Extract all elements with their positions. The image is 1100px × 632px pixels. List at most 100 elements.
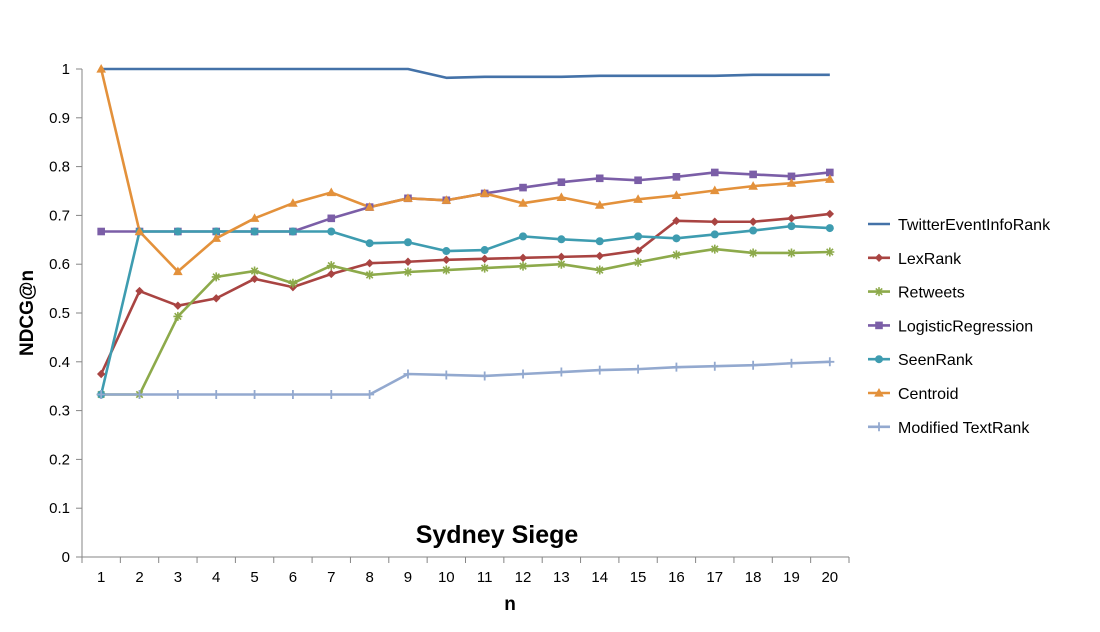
- data-point: [97, 227, 105, 236]
- data-point: [327, 227, 336, 236]
- data-point: [826, 168, 834, 177]
- x-tick-label: 8: [365, 569, 373, 586]
- data-point: [173, 227, 182, 236]
- data-point: [442, 255, 451, 265]
- data-point: [825, 357, 835, 367]
- data-point: [710, 230, 719, 239]
- data-point: [710, 217, 719, 226]
- x-tick-label: 1: [97, 569, 105, 586]
- x-tick-label: 13: [553, 569, 570, 586]
- data-point: [748, 217, 758, 226]
- legend-label: Modified TextRank: [898, 420, 1030, 437]
- data-point: [480, 263, 490, 273]
- data-point: [365, 239, 374, 248]
- data-point: [710, 361, 720, 371]
- data-point: [825, 247, 835, 257]
- data-point: [250, 274, 259, 284]
- data-point: [288, 278, 298, 288]
- x-tick-label: 20: [821, 569, 838, 586]
- y-tick-label: 0.2: [49, 451, 70, 468]
- series-markers: [96, 64, 835, 399]
- legend: TwitterEventInfoRank LexRank Retweets Logis…: [868, 217, 1051, 437]
- x-tick-label: 2: [135, 569, 143, 586]
- data-point: [557, 252, 566, 262]
- x-tick-label: 6: [289, 569, 297, 586]
- chart-axes: [76, 68, 850, 563]
- data-point: [786, 178, 797, 187]
- data-point: [479, 188, 490, 198]
- data-point: [441, 265, 451, 275]
- y-axis-title: NDCG@n: [17, 270, 38, 356]
- data-point: [96, 369, 106, 379]
- data-point: [326, 187, 337, 197]
- data-point: [96, 64, 106, 73]
- y-tick-label: 0.5: [49, 305, 70, 322]
- series-lines: [99, 67, 830, 396]
- data-point: [634, 176, 642, 185]
- series-line-2: [99, 212, 830, 375]
- data-point: [288, 198, 298, 207]
- series-line-5: [99, 224, 830, 395]
- x-tick-label: 17: [706, 569, 723, 586]
- legend-label: LexRank: [898, 251, 962, 268]
- legend-label: Centroid: [898, 386, 958, 403]
- data-point: [327, 269, 336, 279]
- data-point: [480, 371, 490, 381]
- data-point: [671, 362, 681, 372]
- legend-marker: [874, 422, 884, 432]
- data-point: [595, 365, 605, 375]
- data-point: [288, 227, 297, 236]
- data-point: [633, 194, 643, 203]
- data-point: [326, 261, 336, 271]
- data-point: [212, 227, 221, 236]
- data-point: [96, 389, 106, 399]
- x-tick-label: 11: [477, 569, 493, 586]
- x-tick-label: 12: [515, 569, 532, 586]
- data-point: [633, 257, 643, 267]
- data-point: [403, 238, 412, 247]
- data-point: [326, 389, 336, 399]
- x-tick-label: 16: [668, 569, 685, 586]
- data-point: [480, 246, 489, 255]
- y-tick-label: 0.3: [49, 403, 70, 420]
- data-point: [634, 232, 643, 241]
- data-point: [403, 193, 413, 202]
- data-point: [135, 389, 145, 399]
- x-tick-label: 14: [591, 569, 608, 586]
- data-point: [211, 233, 222, 242]
- x-tick-label: 19: [783, 569, 800, 586]
- data-point: [748, 360, 758, 370]
- chart-title: Sydney Siege: [416, 521, 579, 549]
- data-point: [173, 266, 183, 276]
- data-point: [672, 216, 681, 225]
- data-point: [595, 251, 604, 261]
- data-point: [556, 259, 566, 269]
- x-tick-labels: 1 2 3 4 5 6 7 8 9 10 11 12 13 14 15 16 17 18 19 20: [97, 569, 838, 586]
- data-point: [250, 227, 259, 236]
- data-point: [748, 181, 758, 190]
- data-point: [403, 369, 413, 379]
- x-tick-label: 15: [630, 569, 647, 586]
- y-tick-label: 0.4: [49, 354, 70, 371]
- data-point: [134, 226, 145, 236]
- legend-marker: [874, 388, 884, 397]
- data-point: [748, 248, 758, 258]
- x-tick-label: 5: [250, 569, 258, 586]
- data-point: [365, 270, 375, 280]
- x-axis-title: n: [504, 594, 516, 615]
- data-point: [403, 257, 413, 266]
- x-tick-label: 7: [327, 569, 335, 586]
- x-tick-label: 18: [745, 569, 762, 586]
- data-point: [519, 183, 527, 192]
- data-point: [212, 294, 221, 303]
- data-point: [365, 389, 375, 399]
- data-point: [441, 370, 451, 380]
- x-tick-label: 3: [174, 569, 182, 586]
- data-point: [518, 253, 528, 263]
- data-point: [710, 168, 719, 177]
- data-point: [672, 173, 681, 181]
- data-point: [480, 254, 489, 264]
- data-point: [441, 195, 452, 204]
- data-point: [211, 389, 221, 399]
